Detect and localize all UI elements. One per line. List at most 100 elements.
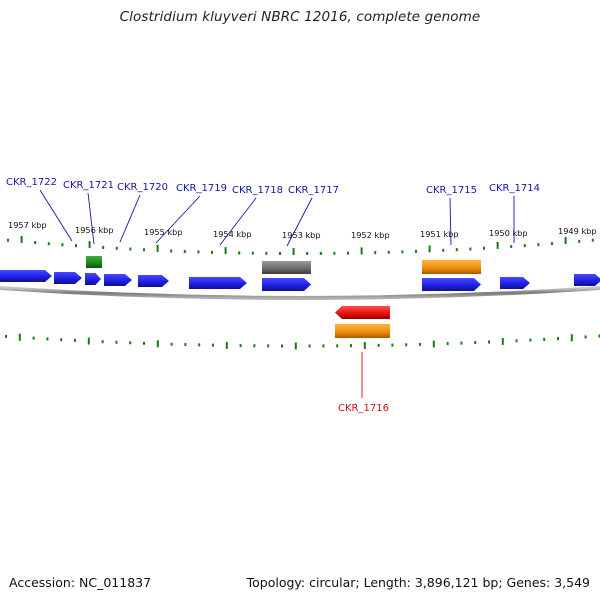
cds-forward[interactable] (85, 273, 101, 285)
accession-text: Accession: NC_011837 (9, 575, 152, 590)
cds-forward[interactable] (262, 278, 311, 291)
feature-track (0, 256, 600, 338)
scale-dots-top (7, 235, 594, 255)
gene-label[interactable]: CKR_1715 (426, 185, 477, 196)
label-leaders (39, 189, 515, 398)
scale-tick (292, 247, 295, 255)
scale-tick (374, 251, 377, 255)
scale-tick (115, 340, 118, 344)
scale-tick (74, 338, 76, 342)
cds-forward[interactable] (422, 278, 481, 291)
scale-tick (88, 241, 91, 249)
scale-tick (455, 248, 458, 252)
cds-reverse[interactable] (335, 306, 390, 319)
cds-forward[interactable] (500, 277, 530, 289)
scale-tick (442, 248, 445, 252)
scale-tick (238, 251, 241, 255)
scale-tick (306, 251, 309, 255)
gene-label[interactable]: CKR_1714 (489, 183, 540, 194)
leader-line (155, 195, 201, 244)
scale-tick (584, 335, 587, 339)
scale-label: 1951 kbp (420, 229, 459, 239)
scale-tick (46, 337, 49, 341)
scale-tick (129, 247, 132, 251)
gene-label[interactable]: CKR_1720 (117, 182, 168, 193)
scale-tick (578, 239, 581, 243)
orange-feature[interactable] (335, 324, 390, 338)
scale-tick (570, 334, 573, 342)
scale-tick (198, 343, 201, 347)
scale-tick (115, 246, 118, 250)
scale-tick (18, 333, 21, 341)
leader-line (219, 197, 257, 246)
scale-tick (336, 344, 339, 348)
scale-tick (598, 334, 600, 338)
scale-tick (557, 337, 559, 341)
leader-line (87, 192, 95, 245)
scale-tick (428, 245, 431, 253)
scale-tick (401, 250, 404, 254)
scale-tick (87, 337, 90, 345)
scale-tick (101, 340, 104, 344)
leader-line (286, 197, 313, 247)
scale-tick (197, 250, 200, 254)
leader-line (39, 189, 73, 242)
scale-tick (156, 340, 159, 348)
scale-tick (60, 338, 63, 342)
scale-tick (279, 251, 281, 255)
scale-tick (510, 245, 513, 249)
scale-tick (267, 344, 270, 348)
scale-tick (170, 249, 173, 253)
scale-tick (143, 248, 145, 252)
scale-tick (170, 342, 173, 346)
scale-tick (211, 250, 213, 254)
scale-tick (251, 251, 254, 255)
scale-tick (501, 337, 504, 345)
cds-forward[interactable] (104, 274, 132, 286)
gray-feature[interactable] (262, 261, 311, 274)
scale-label: 1954 kbp (213, 229, 252, 239)
scale-tick (183, 249, 186, 253)
scale-tick (20, 235, 23, 243)
scale-tick (102, 245, 105, 249)
scale-tick (405, 343, 408, 347)
scale-tick (333, 251, 336, 255)
scale-tick (129, 341, 132, 345)
scale-tick (319, 251, 322, 255)
map-title: Clostridium kluyveri NBRC 12016, complet… (119, 9, 481, 25)
scale-tick (543, 337, 546, 341)
gene-label[interactable]: CKR_1719 (176, 183, 227, 194)
scale-tick (322, 344, 325, 348)
cds-forward[interactable] (0, 270, 52, 282)
cds-forward[interactable] (189, 277, 247, 289)
gene-label[interactable]: CKR_1717 (288, 185, 339, 196)
scale-tick (591, 238, 594, 242)
cds-forward[interactable] (574, 274, 600, 286)
cds-forward[interactable] (138, 275, 169, 287)
scale-label: 1956 kbp (75, 225, 114, 235)
leader-line (449, 197, 452, 246)
scale-tick (419, 342, 421, 346)
scale-labels: 1957 kbp 1956 kbp 1955 kbp 1954 kbp 1953 kbp… (8, 220, 597, 240)
scale-tick (515, 339, 518, 343)
cds-forward[interactable] (54, 272, 82, 284)
scale-tick (7, 238, 9, 242)
scale-tick (265, 251, 268, 255)
scale-tick (474, 341, 477, 345)
scale-tick (360, 247, 363, 255)
gene-label[interactable]: CKR_1721 (63, 180, 114, 191)
scale-tick (551, 242, 553, 246)
scale-tick (184, 343, 187, 347)
scale-tick (47, 242, 50, 246)
scale-tick (432, 340, 435, 348)
gene-label[interactable]: CKR_1716 (338, 403, 389, 414)
orange-feature[interactable] (422, 260, 481, 274)
scale-tick (253, 344, 256, 348)
scale-tick (224, 247, 227, 255)
scale-tick (225, 341, 228, 349)
rrna-feature[interactable] (86, 256, 102, 268)
gene-label[interactable]: CKR_1722 (6, 177, 57, 188)
gene-label[interactable]: CKR_1718 (232, 185, 283, 196)
scale-tick (143, 341, 145, 345)
